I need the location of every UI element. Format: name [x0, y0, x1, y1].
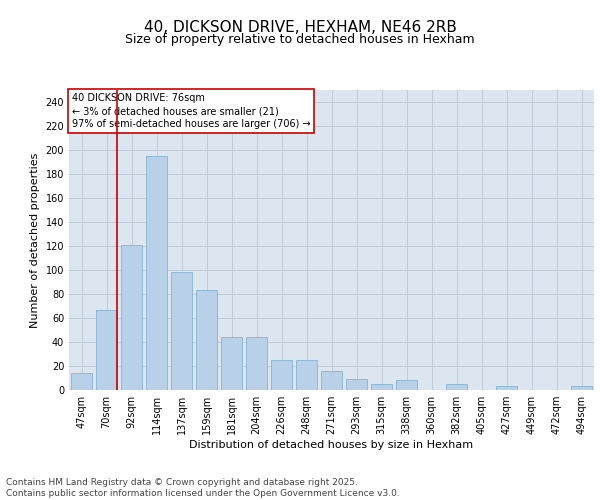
- Bar: [121, 245, 142, 390]
- Y-axis label: Number of detached properties: Number of detached properties: [30, 152, 40, 328]
- Bar: [371, 384, 392, 390]
- Bar: [196, 290, 217, 390]
- Bar: [296, 360, 317, 390]
- Bar: [146, 156, 167, 390]
- Bar: [571, 386, 592, 390]
- X-axis label: Distribution of detached houses by size in Hexham: Distribution of detached houses by size …: [190, 440, 473, 450]
- Text: 40, DICKSON DRIVE, HEXHAM, NE46 2RB: 40, DICKSON DRIVE, HEXHAM, NE46 2RB: [143, 20, 457, 35]
- Text: Size of property relative to detached houses in Hexham: Size of property relative to detached ho…: [125, 32, 475, 46]
- Bar: [71, 373, 92, 390]
- Bar: [96, 310, 117, 390]
- Bar: [221, 337, 242, 390]
- Bar: [496, 386, 517, 390]
- Bar: [446, 384, 467, 390]
- Bar: [321, 371, 342, 390]
- Bar: [246, 337, 267, 390]
- Bar: [346, 379, 367, 390]
- Bar: [271, 360, 292, 390]
- Bar: [171, 272, 192, 390]
- Text: 40 DICKSON DRIVE: 76sqm
← 3% of detached houses are smaller (21)
97% of semi-det: 40 DICKSON DRIVE: 76sqm ← 3% of detached…: [71, 93, 310, 130]
- Bar: [396, 380, 417, 390]
- Text: Contains HM Land Registry data © Crown copyright and database right 2025.
Contai: Contains HM Land Registry data © Crown c…: [6, 478, 400, 498]
